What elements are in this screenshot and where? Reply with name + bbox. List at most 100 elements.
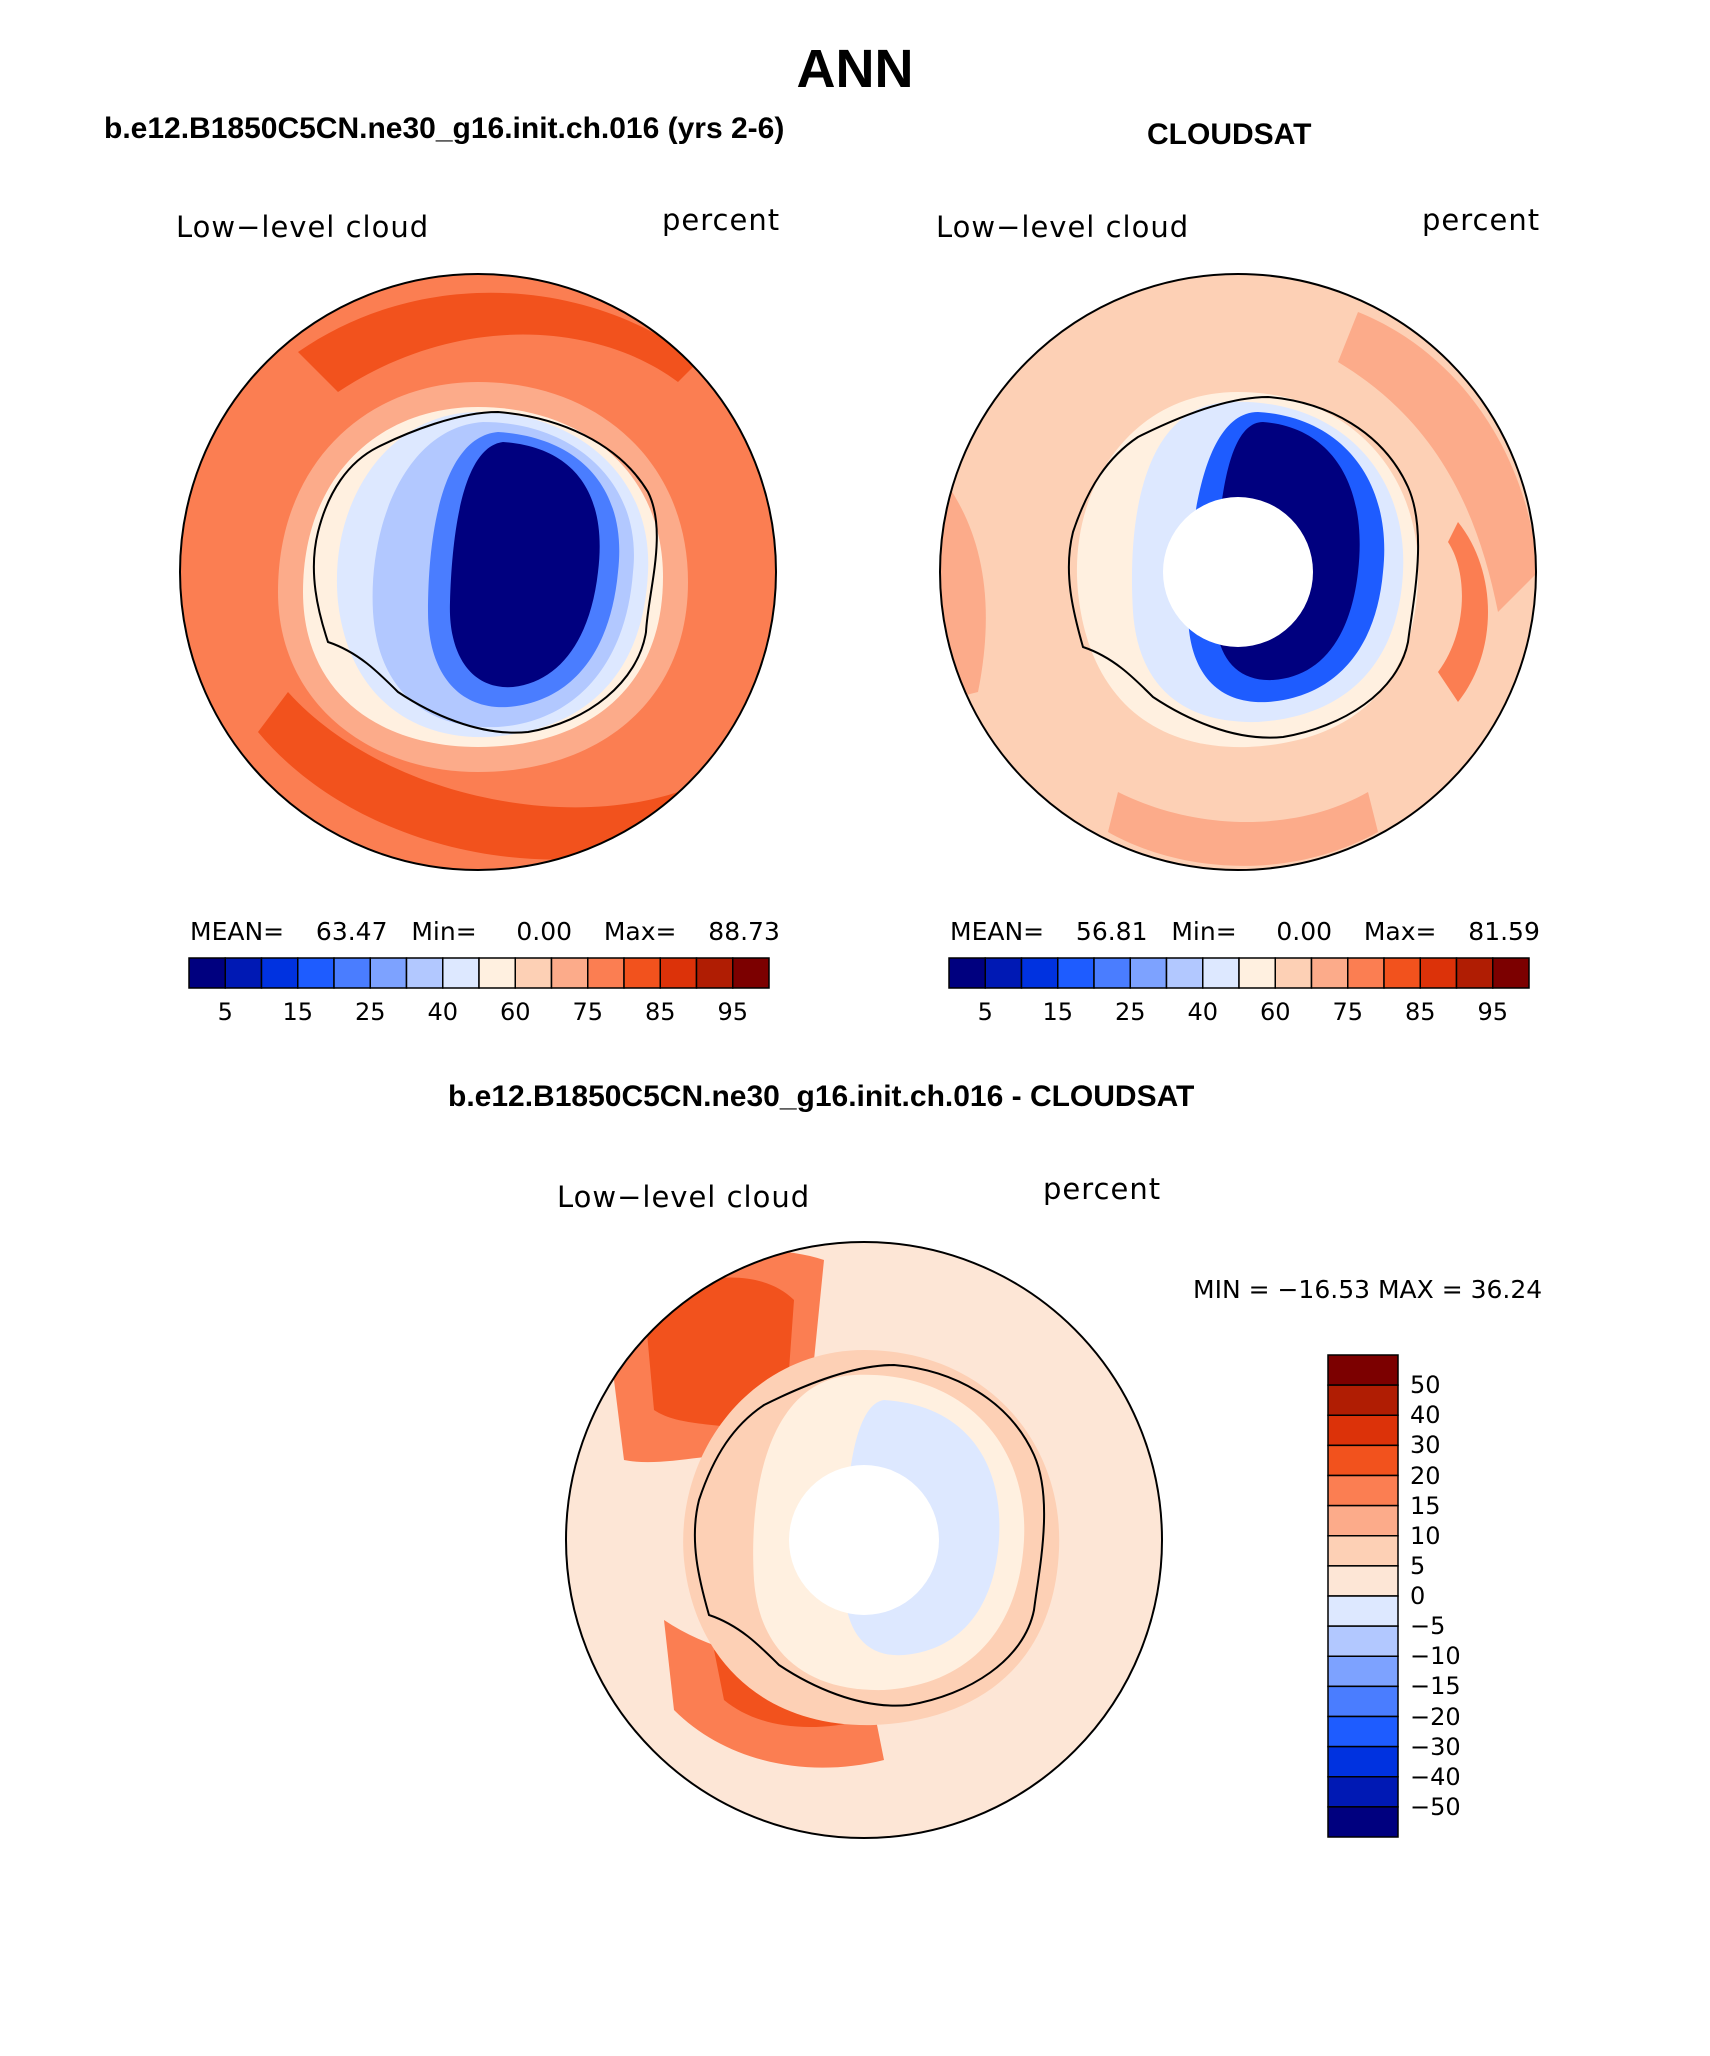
obs-colorbar-box [1492, 957, 1530, 989]
obs-max-label: Max= [1363, 917, 1437, 946]
obs-colorbar-box [1383, 957, 1421, 989]
model-coastline [312, 410, 658, 734]
model-colorbar-label: 85 [644, 998, 676, 1026]
diff-colorbar-label: 40 [1410, 1401, 1441, 1430]
model-case-title: b.e12.B1850C5CN.ne30_g16.init.ch.016 (yr… [104, 112, 785, 145]
model-colorbar-box [369, 957, 408, 989]
model-polar-map [179, 273, 777, 871]
diff-colorbar-box [1327, 1474, 1399, 1507]
obs-colorbar-box [1020, 957, 1059, 989]
model-colorbar-label: 25 [354, 998, 386, 1026]
diff-stats: MIN = −16.53 MAX = 36.24 [1193, 1275, 1543, 1304]
diff-colorbar-label: 0 [1410, 1582, 1426, 1610]
obs-colorbar-label: 75 [1332, 998, 1364, 1026]
diff-colorbar-box [1327, 1595, 1399, 1627]
diff-colorbar-box [1327, 1504, 1399, 1537]
diff-colorbar-box [1327, 1715, 1399, 1748]
model-colorbar-box [297, 957, 335, 989]
diff-colorbar-label: −30 [1410, 1732, 1461, 1761]
diff-colorbar-label: −10 [1410, 1642, 1461, 1671]
obs-variable-label: Low−level cloud [936, 210, 1190, 244]
diff-colorbar-box [1327, 1444, 1399, 1477]
model-colorbar-box [587, 957, 625, 989]
model-colorbar-box [442, 957, 480, 989]
diff-colorbar-box [1327, 1776, 1399, 1808]
diff-pole-hole [789, 1465, 939, 1615]
diff-colorbar-label: −5 [1410, 1612, 1446, 1641]
model-colorbar-label: 15 [282, 998, 314, 1026]
obs-colorbar-label: 25 [1114, 998, 1146, 1026]
model-colorbar-label: 40 [427, 998, 459, 1026]
diff-colorbar-label: −15 [1410, 1672, 1461, 1701]
diff-colorbar-box [1327, 1354, 1399, 1386]
model-colorbar-box [260, 957, 299, 989]
obs-min-value: 0.00 [1276, 917, 1333, 946]
model-high-band-south [258, 692, 698, 860]
model-colorbar-box [695, 957, 734, 989]
obs-colorbar-box [1274, 957, 1313, 989]
diff-colorbar-label: 20 [1410, 1461, 1441, 1490]
obs-pole-hole [1163, 497, 1313, 647]
model-mean-value: 63.47 [315, 917, 388, 946]
model-stats: MEAN= 63.47 Min= 0.00 Max= 88.73 [190, 917, 780, 946]
obs-max-value: 81.59 [1468, 917, 1540, 946]
obs-units-label: percent [1422, 203, 1541, 237]
obs-colorbar-box [1202, 957, 1240, 989]
obs-colorbar-box [984, 957, 1023, 989]
obs-colorbar-box [948, 957, 986, 989]
obs-patch-south [1108, 792, 1378, 866]
diff-colorbar-label: 30 [1410, 1431, 1441, 1460]
model-colorbar-box [478, 957, 516, 989]
obs-colorbar-box [1310, 957, 1349, 989]
model-colorbar-label: 95 [717, 998, 749, 1026]
obs-case-title: CLOUDSAT [1147, 118, 1312, 151]
obs-mean-label: MEAN= [950, 917, 1045, 946]
diff-colorbar-box [1327, 1384, 1399, 1416]
model-colorbar-box [659, 957, 698, 989]
obs-patch-east2 [1438, 522, 1488, 702]
obs-colorbar-box [1129, 957, 1168, 989]
obs-colorbar-box [1057, 957, 1095, 989]
obs-colorbar [948, 957, 1530, 989]
diff-colorbar-box [1327, 1414, 1399, 1447]
obs-patch-west [940, 472, 986, 702]
obs-colorbar-box [1165, 957, 1204, 989]
obs-colorbar-box [1347, 957, 1385, 989]
obs-colorbar-box [1238, 957, 1276, 989]
model-min-value: 0.00 [516, 917, 573, 946]
diff-units-label: percent [1043, 1172, 1162, 1206]
figure-title: ANN [796, 39, 914, 99]
model-mean-label: MEAN= [190, 917, 285, 946]
obs-colorbar-label: 5 [977, 998, 993, 1026]
model-colorbar-box [333, 957, 371, 989]
diff-colorbar-label: 15 [1410, 1491, 1441, 1520]
model-colorbar-box [405, 957, 444, 989]
obs-mean-value: 56.81 [1075, 917, 1148, 946]
obs-colorbar-box [1093, 957, 1131, 989]
model-interior-core [449, 442, 600, 688]
diff-colorbar-label: −40 [1410, 1762, 1461, 1791]
diff-variable-label: Low−level cloud [557, 1180, 811, 1214]
diff-colorbar-box [1327, 1745, 1399, 1778]
obs-patch-east [1338, 312, 1536, 612]
diff-colorbar-label: 10 [1410, 1521, 1441, 1550]
diff-case-title: b.e12.B1850C5CN.ne30_g16.init.ch.016 - C… [448, 1080, 1195, 1113]
diff-colorbar-label: 50 [1410, 1371, 1441, 1400]
diff-colorbar-box [1327, 1625, 1399, 1657]
obs-colorbar-label: 85 [1404, 998, 1436, 1026]
model-units-label: percent [662, 203, 781, 237]
model-colorbar-box [550, 957, 589, 989]
diff-coastline [693, 1363, 1046, 1707]
obs-colorbar-box [1455, 957, 1494, 989]
obs-colorbar-label: 95 [1477, 998, 1509, 1026]
diff-colorbar-box [1327, 1535, 1399, 1567]
obs-colorbar-box [1419, 957, 1458, 989]
diff-colorbar-label: 5 [1410, 1551, 1426, 1580]
obs-colorbar-label: 40 [1187, 998, 1219, 1026]
model-colorbar-label: 5 [217, 998, 233, 1026]
model-min-label: Min= [411, 917, 477, 946]
obs-min-label: Min= [1171, 917, 1237, 946]
model-colorbar-box [188, 957, 226, 989]
diff-polar-map [565, 1241, 1163, 1839]
diff-colorbar [1327, 1354, 1399, 1838]
